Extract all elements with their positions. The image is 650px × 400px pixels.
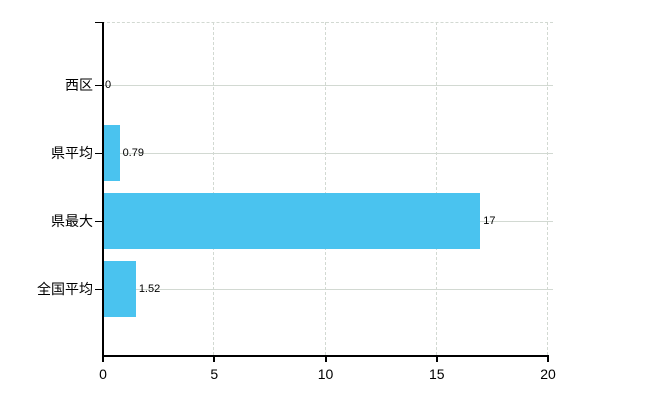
value-label: 1.52 [138,283,161,295]
category-label: 県平均 [51,145,93,161]
y-tick [95,221,102,222]
gridline-vertical [435,22,437,355]
value-label: 17 [483,215,496,227]
y-tick [95,289,102,290]
x-tick-label: 15 [428,366,445,382]
x-tick [435,355,438,362]
gridline-horizontal [102,289,553,290]
y-tick-top [95,22,102,23]
y-tick [95,153,102,154]
y-axis [102,22,104,362]
x-tick-label: 5 [210,366,219,382]
x-tick [102,355,104,362]
x-tick [547,355,549,362]
x-tick [213,355,216,362]
bar-県最大 [102,193,481,249]
category-label: 県最大 [51,213,93,229]
x-tick-label: 20 [540,366,556,382]
category-label: 西区 [65,77,93,93]
bar-全国平均 [102,261,136,317]
gridline-vertical [213,22,215,355]
value-label: 0.79 [122,147,144,159]
category-label: 全国平均 [37,281,93,297]
gridline-vertical [547,22,548,355]
x-tick-label: 10 [317,366,334,382]
value-label: 0 [105,79,112,91]
x-tick-label: 0 [99,366,107,382]
x-tick [324,355,327,362]
y-tick [95,85,102,86]
gridline-horizontal [102,85,553,86]
bar-県平均 [102,125,120,181]
gridline-horizontal-top [102,22,553,23]
gridline-horizontal [102,153,553,154]
gridline-vertical [324,22,326,355]
